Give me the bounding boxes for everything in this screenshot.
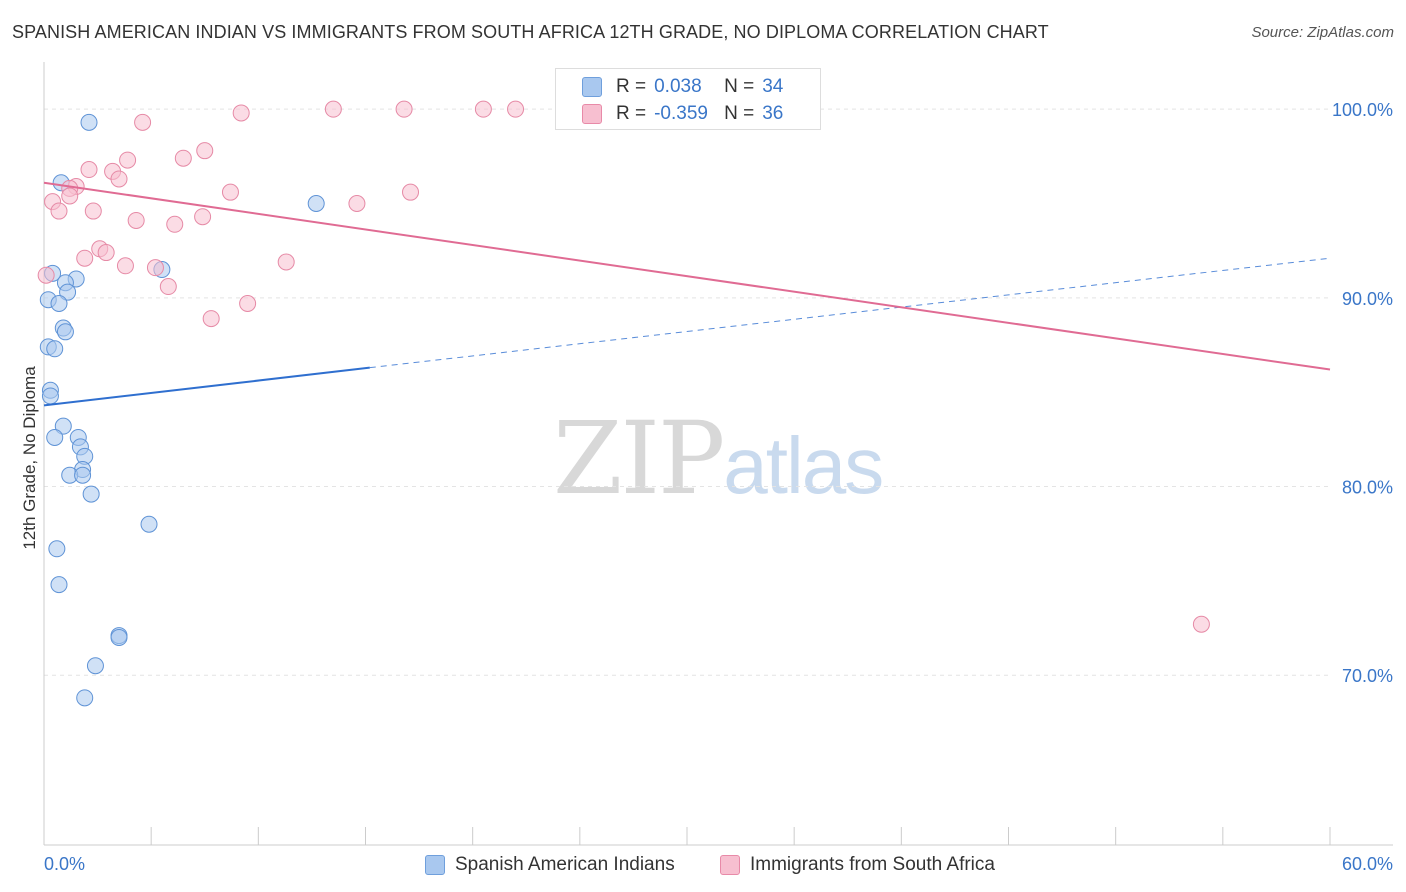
pink-point <box>402 183 420 201</box>
pink-point <box>174 149 192 167</box>
blue-point <box>46 428 64 446</box>
pink-point <box>474 100 492 118</box>
pink-point <box>146 259 164 277</box>
pink-point <box>348 195 366 213</box>
pink-point <box>116 257 134 275</box>
pink-point <box>277 253 295 271</box>
pink-point <box>232 104 250 122</box>
blue-point <box>86 657 104 675</box>
legend-item-spanish-american-indians[interactable]: Spanish American Indians <box>425 852 675 878</box>
r-value: 0.038 <box>654 76 702 97</box>
pink-point <box>50 202 68 220</box>
stats-row-blue: R = 0.038 N = 34 <box>582 75 783 99</box>
blue-trend-line <box>43 366 370 407</box>
pink-point <box>194 208 212 226</box>
blue-point <box>82 485 100 503</box>
pink-point <box>202 310 220 328</box>
blue-point <box>59 283 77 301</box>
blue-point <box>48 540 66 558</box>
x-tick-label: 0.0% <box>44 854 85 874</box>
watermark: ZIPatlas <box>553 400 884 517</box>
stats-swatch-pink <box>582 104 602 124</box>
pink-trend-line <box>43 181 1331 371</box>
pink-point <box>395 100 413 118</box>
legend-swatch-blue <box>425 855 445 875</box>
n-value: 36 <box>762 103 784 124</box>
watermark-atlas: atlas <box>723 421 884 510</box>
pink-point <box>37 266 55 284</box>
blue-point <box>41 387 59 405</box>
r-label: R = <box>616 103 647 124</box>
blue-point <box>110 628 128 646</box>
pink-point <box>110 170 128 188</box>
blue-point <box>54 417 72 435</box>
pink-point <box>97 244 115 262</box>
legend-label: Spanish American Indians <box>455 854 675 875</box>
n-label: N = <box>724 76 755 97</box>
legend-swatch-pink <box>720 855 740 875</box>
pink-point <box>76 249 94 267</box>
x-tick-label: 60.0% <box>1342 854 1393 874</box>
y-tick-label: 80.0% <box>1342 478 1393 498</box>
blue-trend-extension <box>369 257 1331 369</box>
pink-point <box>84 202 102 220</box>
pink-point <box>166 215 184 233</box>
blue-point <box>307 195 325 213</box>
pink-point <box>507 100 525 118</box>
pink-point <box>159 278 177 296</box>
y-tick-label: 70.0% <box>1342 666 1393 686</box>
blue-point <box>80 113 98 131</box>
r-value: -0.359 <box>654 103 708 124</box>
pink-point <box>127 211 145 229</box>
stats-row-pink: R = -0.359 N = 36 <box>582 102 783 126</box>
pink-point <box>324 100 342 118</box>
blue-point <box>50 576 68 594</box>
blue-point <box>140 515 158 533</box>
source-label: Source: ZipAtlas.com <box>1251 24 1394 41</box>
stats-legend: R = 0.038 N = 34 R = -0.359 N = 36 <box>555 68 821 130</box>
r-label: R = <box>616 76 647 97</box>
pink-point <box>134 113 152 131</box>
n-value: 34 <box>762 76 784 97</box>
pink-point <box>1192 615 1210 633</box>
n-label: N = <box>724 103 755 124</box>
pink-point <box>239 295 257 313</box>
pink-point <box>119 151 137 169</box>
chart-title: SPANISH AMERICAN INDIAN VS IMMIGRANTS FR… <box>12 22 1049 42</box>
stats-swatch-blue <box>582 77 602 97</box>
legend-label: Immigrants from South Africa <box>750 854 995 875</box>
y-tick-label: 90.0% <box>1342 289 1393 309</box>
blue-point <box>74 466 92 484</box>
y-axis-label: 12th Grade, No Diploma <box>20 366 39 550</box>
pink-point <box>196 142 214 160</box>
blue-point <box>50 295 68 313</box>
y-tick-label: 100.0% <box>1332 100 1393 120</box>
blue-point <box>76 689 94 707</box>
watermark-zip: ZIP <box>553 400 725 517</box>
pink-point <box>61 187 79 205</box>
pink-point <box>80 161 98 179</box>
pink-point <box>221 183 239 201</box>
legend-item-immigrants-from-south-africa[interactable]: Immigrants from South Africa <box>720 852 995 878</box>
blue-point <box>56 323 74 341</box>
blue-point <box>46 340 64 358</box>
